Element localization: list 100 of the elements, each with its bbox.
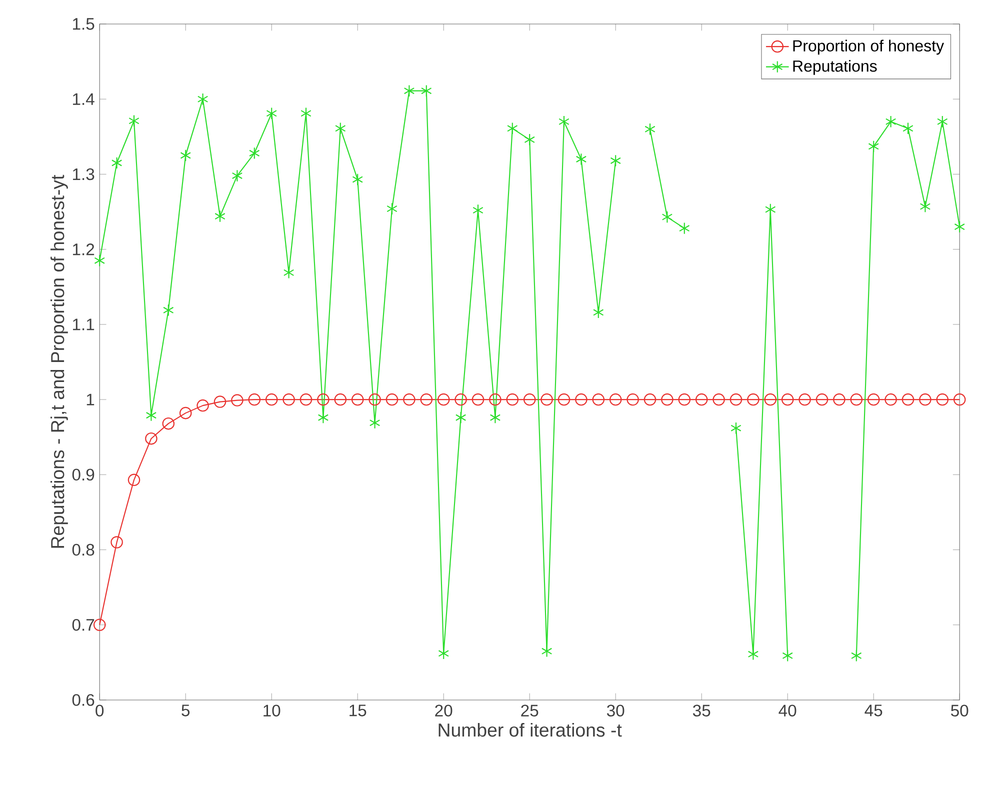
point xyxy=(403,393,416,406)
point xyxy=(128,474,140,486)
point xyxy=(300,107,312,120)
y-tick-label: 0.7 xyxy=(72,618,94,631)
x-tick-label: 0 xyxy=(96,704,104,716)
point xyxy=(540,393,553,406)
point xyxy=(300,393,312,406)
y-tick-label: 0.9 xyxy=(72,468,94,481)
point xyxy=(695,393,708,406)
point xyxy=(352,173,363,186)
point xyxy=(558,116,570,128)
y-tick-label: 1.5 xyxy=(73,18,94,30)
x-tick-label: 45 xyxy=(864,704,882,716)
point xyxy=(248,393,261,406)
point xyxy=(919,393,932,406)
x-tick-label: 20 xyxy=(435,704,452,716)
x-axis-title: Number of iterations -t xyxy=(438,722,622,737)
point xyxy=(661,393,674,406)
point xyxy=(712,393,725,406)
y-tick-label: 1.1 xyxy=(73,318,94,330)
point xyxy=(885,116,896,128)
point xyxy=(610,154,621,167)
x-tick-label: 5 xyxy=(182,704,190,716)
point xyxy=(593,306,604,319)
point xyxy=(798,393,811,406)
point xyxy=(902,122,914,135)
y-tick-label: 1.3 xyxy=(73,168,94,180)
point xyxy=(282,393,295,406)
point xyxy=(782,650,793,662)
point xyxy=(232,170,243,182)
point xyxy=(454,393,467,406)
point xyxy=(335,122,346,135)
point xyxy=(386,393,398,406)
point xyxy=(507,122,518,135)
point xyxy=(214,396,226,408)
y-tick-label: 0.8 xyxy=(72,544,94,556)
x-tick-label: 35 xyxy=(692,704,710,716)
point xyxy=(867,393,880,406)
point xyxy=(781,393,794,406)
point xyxy=(937,116,948,128)
point xyxy=(626,393,639,406)
point xyxy=(455,411,466,424)
point xyxy=(196,399,209,412)
point xyxy=(128,114,140,128)
point xyxy=(472,393,484,406)
point xyxy=(266,107,277,120)
point xyxy=(765,203,776,216)
point xyxy=(523,393,536,406)
point xyxy=(936,393,949,406)
point xyxy=(541,645,552,658)
point xyxy=(111,156,122,170)
point xyxy=(902,393,914,406)
point xyxy=(576,153,587,166)
point xyxy=(146,409,157,422)
point xyxy=(163,304,174,316)
y-axis-title: Reputations - Rj,t and Proportion of honest-yt xyxy=(50,174,68,548)
y-tick-label: 1 xyxy=(86,394,94,406)
point xyxy=(179,406,192,420)
y-tick-label: 1.2 xyxy=(73,244,94,256)
point xyxy=(644,393,656,406)
point xyxy=(489,393,502,406)
point xyxy=(162,417,175,430)
point xyxy=(334,393,347,406)
point xyxy=(609,393,622,406)
point xyxy=(145,432,158,445)
point xyxy=(850,393,863,406)
point xyxy=(524,134,535,146)
point xyxy=(94,254,105,267)
point xyxy=(197,92,208,106)
point xyxy=(351,393,364,406)
point xyxy=(816,393,828,406)
point xyxy=(884,393,897,406)
point xyxy=(592,393,605,406)
point xyxy=(851,650,862,662)
x-tick-label: 10 xyxy=(264,704,280,716)
point xyxy=(437,393,450,406)
point xyxy=(231,394,244,406)
point xyxy=(558,393,570,406)
point xyxy=(265,393,278,406)
point xyxy=(317,393,330,406)
x-tick-label: 50 xyxy=(951,704,968,716)
point xyxy=(575,393,588,406)
point xyxy=(747,393,760,406)
y-tick-label: 1.4 xyxy=(73,93,94,105)
point xyxy=(180,149,191,162)
point xyxy=(420,393,433,406)
point xyxy=(748,648,759,660)
point xyxy=(404,84,415,97)
point xyxy=(730,393,742,406)
point xyxy=(283,266,294,279)
point xyxy=(833,393,846,406)
point xyxy=(953,393,966,406)
point xyxy=(644,123,656,136)
point xyxy=(920,200,931,213)
x-tick-label: 30 xyxy=(606,704,624,716)
point xyxy=(368,393,381,406)
x-tick-label: 40 xyxy=(778,704,796,716)
point xyxy=(110,536,123,548)
point xyxy=(662,210,673,224)
x-tick-label: 15 xyxy=(350,704,366,716)
